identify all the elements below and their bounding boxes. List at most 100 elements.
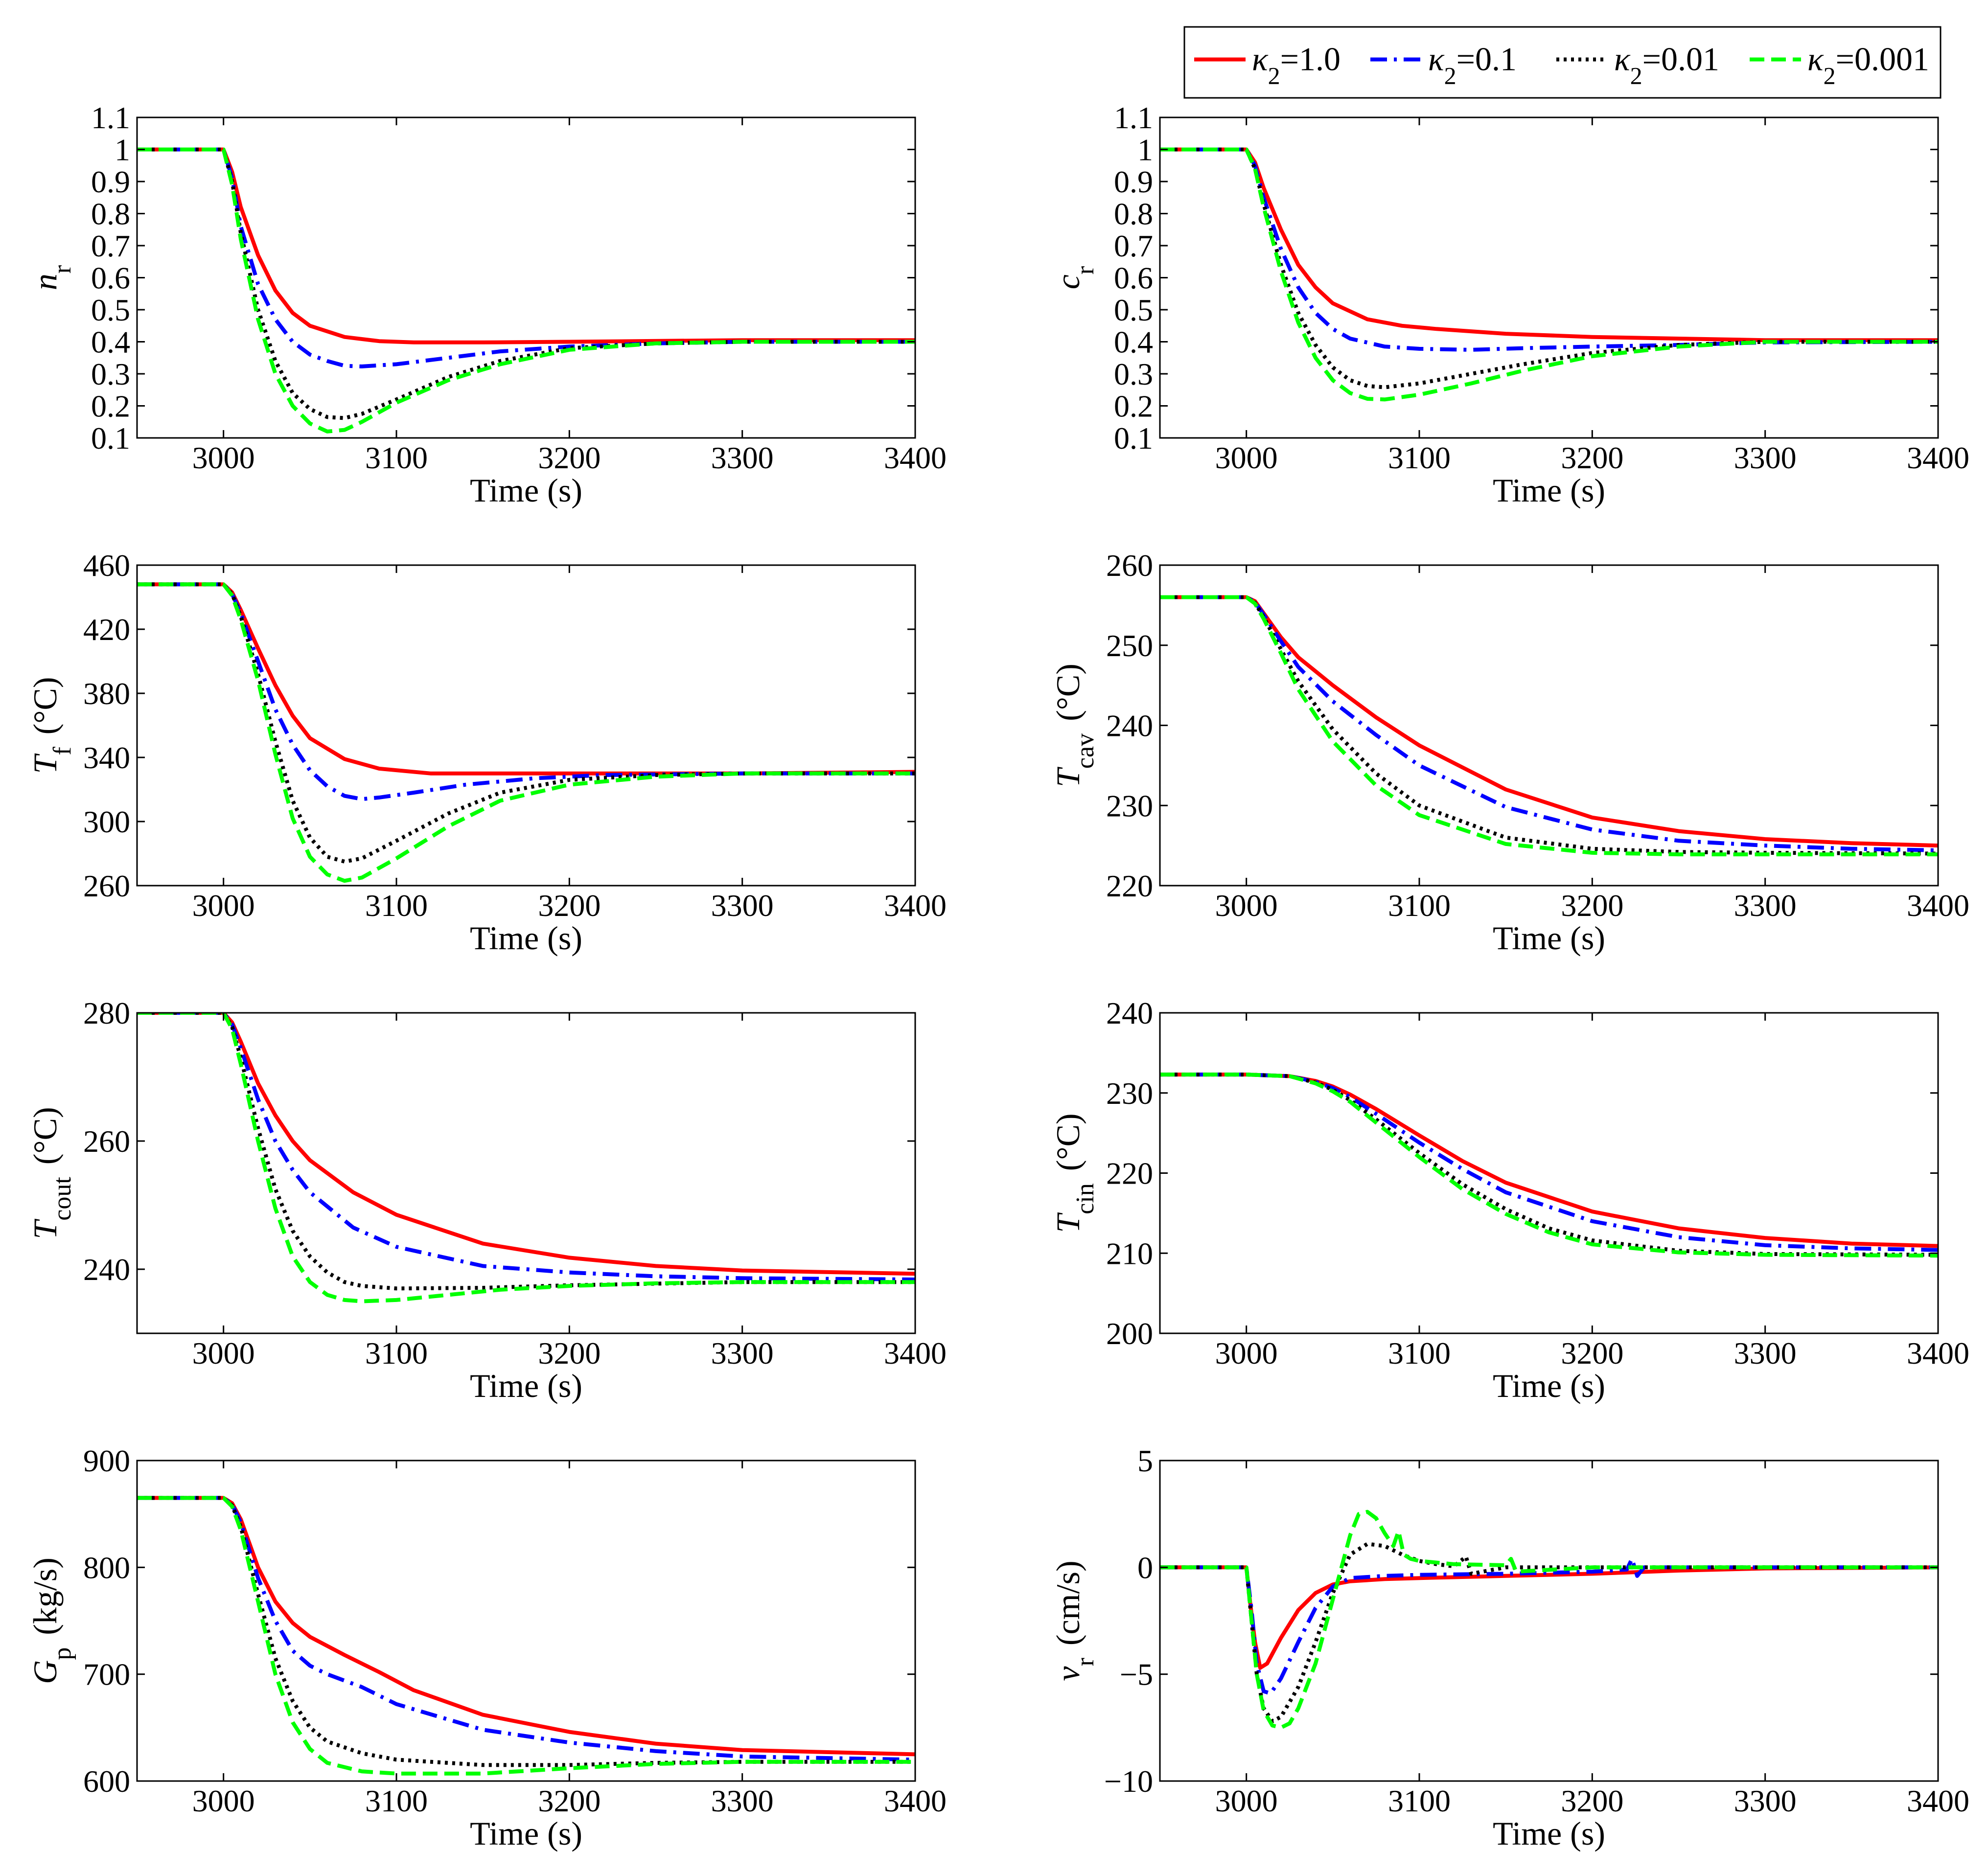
- y-tick-label: 600: [83, 1764, 130, 1799]
- chart-panel-2: 3000 3100 3200 3300 34000.10.20.30.40.50.60.…: [1049, 100, 1969, 509]
- series-line-4: [137, 582, 915, 883]
- y-axis-label: vr (cm/s): [1049, 1560, 1099, 1681]
- x-tick-label: 3100: [365, 1783, 428, 1818]
- y-tick-label: 0.8: [1114, 197, 1153, 231]
- x-axis-label: Time (s): [1493, 919, 1605, 957]
- y-label-symbol: T: [1049, 767, 1086, 787]
- y-tick-label: 0.3: [91, 357, 130, 391]
- y-label-symbol: T: [26, 754, 64, 774]
- y-tick-label: 0.5: [91, 293, 130, 327]
- y-tick-label: 220: [1106, 868, 1153, 903]
- axes-frame: [136, 564, 916, 887]
- x-tick-label: 3300: [711, 1336, 774, 1371]
- y-label-symbol: n: [26, 274, 64, 290]
- y-label-unit: (cm/s): [1049, 1560, 1086, 1654]
- x-tick-label: 3200: [1561, 888, 1623, 923]
- x-tick-label: 3300: [711, 440, 774, 475]
- x-tick-label: 3100: [1388, 1336, 1451, 1371]
- y-tick-label: −10: [1104, 1764, 1153, 1799]
- y-tick-label: 260: [83, 1124, 130, 1159]
- y-tick-label: 200: [1106, 1316, 1153, 1351]
- plot-area: [137, 1013, 915, 1333]
- series-line-3: [1160, 147, 1938, 389]
- series-line-2: [137, 1496, 915, 1762]
- series-line-2: [137, 582, 915, 801]
- x-tick-label: 3000: [1215, 1783, 1278, 1818]
- series-group: [137, 1496, 915, 1776]
- chart-panel-7: 3000 3100 3200 3300 3400 600 700 800 900 Time (s)…: [26, 1443, 947, 1852]
- plot-area: [137, 117, 915, 438]
- plot-area: [1160, 117, 1938, 438]
- x-tick-label: 3000: [192, 440, 255, 475]
- axes-frame: [136, 1460, 916, 1782]
- x-axis-label: Time (s): [1493, 1367, 1605, 1404]
- y-label-subscript: p: [48, 1647, 76, 1660]
- x-tick-label: 3200: [538, 440, 601, 475]
- legend: κ2=1.0 κ2=0.1 κ2=0.01 κ2=0.001: [1183, 26, 1942, 99]
- y-tick-label: 0.2: [91, 389, 130, 424]
- x-tick-label: 3400: [1907, 1783, 1969, 1818]
- y-tick-label: 900: [83, 1443, 130, 1478]
- y-tick-label: 1: [1137, 133, 1153, 167]
- x-tick-label: 3400: [884, 888, 947, 923]
- x-tick-label: 3300: [1734, 888, 1797, 923]
- y-tick-label: 1.1: [91, 100, 130, 135]
- x-axis-label: Time (s): [1493, 1815, 1605, 1852]
- series-line-2: [1160, 147, 1938, 352]
- x-axis-label: Time (s): [470, 1367, 582, 1404]
- y-tick-label: 0.7: [91, 229, 130, 263]
- panels: 3000 3100 3200 3300 34000.10.20.30.40.50.60.…: [26, 100, 1969, 1852]
- series-line-4: [137, 147, 915, 434]
- series-group: [137, 1013, 915, 1303]
- y-tick-label: 210: [1106, 1236, 1153, 1271]
- legend-box: [1183, 26, 1942, 99]
- y-label-symbol: G: [26, 1660, 64, 1684]
- x-tick-label: 3200: [1561, 1336, 1623, 1371]
- x-tick-label: 3400: [884, 440, 947, 475]
- y-tick-label: 0.2: [1114, 389, 1153, 424]
- y-tick-label: 260: [1106, 548, 1153, 583]
- legend-label-1: κ2=1.0: [1252, 41, 1341, 90]
- y-label-symbol: c: [1049, 274, 1086, 289]
- x-tick-label: 3100: [1388, 440, 1451, 475]
- y-tick-label: 460: [83, 548, 130, 583]
- series-group: [1160, 147, 1938, 402]
- x-tick-label: 3200: [1561, 440, 1623, 475]
- series-line-2: [1160, 595, 1938, 852]
- x-tick-label: 3100: [365, 1336, 428, 1371]
- series-line-2: [1160, 1556, 1938, 1695]
- y-tick-label: 0.6: [91, 261, 130, 296]
- y-label-symbol: v: [1049, 1666, 1086, 1681]
- y-tick-label: 300: [83, 804, 130, 839]
- series-group: [137, 147, 915, 434]
- y-label-subscript: f: [48, 747, 76, 755]
- series-line-4: [1160, 595, 1938, 857]
- legend-label-3: κ2=0.01: [1614, 41, 1719, 90]
- y-tick-label: 1.1: [1114, 100, 1153, 135]
- y-tick-label: 240: [1106, 708, 1153, 743]
- chart-panel-4: 3000 3100 3200 3300 3400 220 230 240 250 260 Time …: [1049, 548, 1969, 957]
- x-tick-label: 3400: [1907, 888, 1969, 923]
- y-tick-label: 220: [1106, 1156, 1153, 1191]
- y-tick-label: 0.4: [1114, 325, 1153, 360]
- y-tick-label: −5: [1120, 1657, 1153, 1692]
- x-tick-label: 3000: [1215, 888, 1278, 923]
- plot-area: [137, 1461, 915, 1781]
- series-group: [1160, 1509, 1938, 1730]
- x-tick-label: 3200: [538, 888, 601, 923]
- chart-panel-1: 3000 3100 3200 3300 34000.10.20.30.40.50.60.…: [26, 100, 947, 509]
- y-tick-label: 0.5: [1114, 293, 1153, 327]
- series-line-4: [137, 1013, 915, 1303]
- x-tick-label: 3100: [365, 440, 428, 475]
- y-label-symbol: T: [26, 1219, 64, 1239]
- y-tick-label: 0.1: [1114, 421, 1153, 456]
- y-label-unit: (°C): [26, 1107, 64, 1173]
- series-line-4: [1160, 1509, 1938, 1730]
- x-tick-label: 3400: [1907, 1336, 1969, 1371]
- y-tick-label: 0.9: [91, 164, 130, 199]
- y-tick-label: 800: [83, 1550, 130, 1585]
- y-axis-label: cr: [1049, 266, 1099, 290]
- y-axis-label: Gp (kg/s): [26, 1557, 76, 1684]
- x-axis-label: Time (s): [470, 919, 582, 957]
- series-line-3: [137, 1496, 915, 1767]
